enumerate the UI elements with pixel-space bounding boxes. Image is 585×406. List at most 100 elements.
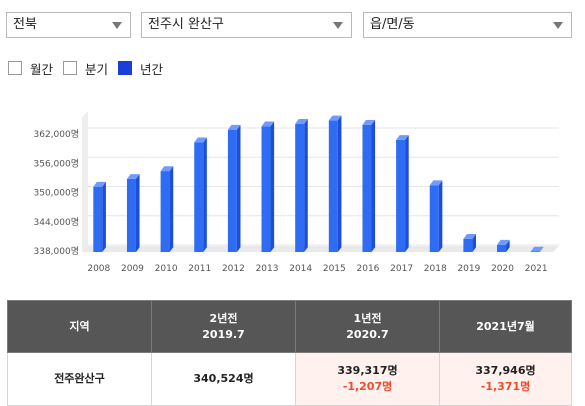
y-tick-label: 350,000명 xyxy=(34,188,80,199)
bar-front xyxy=(295,124,304,252)
table-row: 전주완산구 340,524명 339,317명 -1,207명 337,946명… xyxy=(8,353,572,406)
period-yearly-checkbox[interactable]: 년간 xyxy=(118,60,163,76)
bar-side xyxy=(102,182,106,252)
period-quarterly-label: 분기 xyxy=(85,59,108,78)
x-tick-label: 2008 xyxy=(87,264,110,274)
header-current-label: 2021년7월 xyxy=(441,319,570,335)
bar-2016 xyxy=(362,120,375,252)
chevron-down-icon xyxy=(333,22,343,29)
header-region: 지역 xyxy=(8,301,152,353)
cell-one-year: 339,317명 -1,207명 xyxy=(296,353,440,406)
cell-current: 337,946명 -1,371명 xyxy=(440,353,572,406)
bar-2013 xyxy=(262,121,275,252)
header-one-year-ago: 1년전 2020.7 xyxy=(296,301,440,353)
bar-side xyxy=(136,174,140,252)
cell-region: 전주완산구 xyxy=(8,353,152,406)
header-one-year-date: 2020.7 xyxy=(297,327,438,343)
y-tick-label: 338,000명 xyxy=(34,246,80,257)
header-one-year-label: 1년전 xyxy=(297,311,438,327)
bar-front xyxy=(329,120,338,252)
bar-front xyxy=(194,142,203,252)
chart-bars xyxy=(93,116,543,252)
bar-2009 xyxy=(127,174,140,252)
bar-2011 xyxy=(194,138,207,252)
period-quarterly-checkbox[interactable]: 분기 xyxy=(63,60,108,76)
population-comparison-table: 지역 2년전 2019.7 1년전 2020.7 2021년7월 전주완산구 3… xyxy=(7,300,572,406)
cell-current-change: -1,371명 xyxy=(441,379,570,395)
x-tick-label: 2015 xyxy=(323,264,346,274)
chevron-down-icon xyxy=(112,22,122,29)
cell-one-year-value: 339,317명 xyxy=(297,363,438,379)
bar-front xyxy=(396,140,405,252)
y-axis: 338,000명 344,000명 350,000명 356,000명 362,000명 xyxy=(34,129,80,257)
x-tick-label: 2021 xyxy=(525,264,548,274)
population-bar-chart: 338,000명 344,000명 350,000명 356,000명 362,000명… xyxy=(0,95,585,280)
bar-2019 xyxy=(463,234,476,252)
header-two-years-date: 2019.7 xyxy=(153,327,294,343)
dong-select[interactable]: 읍/면/동 xyxy=(363,12,572,38)
bar-side xyxy=(405,135,409,252)
chart-side-wall xyxy=(82,111,88,252)
bar-side xyxy=(439,180,443,252)
checkbox-checked-icon xyxy=(118,61,132,75)
bar-side xyxy=(203,138,207,252)
bar-2012 xyxy=(228,125,241,252)
bar-front xyxy=(430,185,439,252)
bar-side xyxy=(338,116,342,252)
x-tick-label: 2013 xyxy=(256,264,279,274)
x-tick-label: 2018 xyxy=(424,264,447,274)
bar-front xyxy=(362,125,371,252)
chevron-down-icon xyxy=(553,22,563,29)
bar-2018 xyxy=(430,180,443,252)
x-tick-label: 2009 xyxy=(121,264,144,274)
x-tick-label: 2012 xyxy=(222,264,245,274)
y-tick-label: 362,000명 xyxy=(34,129,80,140)
province-select[interactable]: 전북 xyxy=(6,12,131,38)
bar-side xyxy=(271,121,275,252)
period-yearly-label: 년간 xyxy=(140,59,163,78)
bar-front xyxy=(463,239,472,252)
dong-select-value: 읍/면/동 xyxy=(370,17,415,32)
x-axis: 2008 2009 2010 2011 2012 2013 2014 2015 2016 2017… xyxy=(87,264,547,274)
x-tick-label: 2014 xyxy=(289,264,312,274)
bar-2017 xyxy=(396,135,409,252)
period-monthly-checkbox[interactable]: 월간 xyxy=(8,60,53,76)
bar-side xyxy=(237,125,241,252)
cell-two-years-value: 340,524명 xyxy=(152,353,296,406)
header-region-label: 지역 xyxy=(9,319,150,335)
header-two-years-ago: 2년전 2019.7 xyxy=(152,301,296,353)
bar-side xyxy=(304,119,308,252)
checkbox-icon xyxy=(8,61,22,75)
bar-2015 xyxy=(329,116,342,252)
x-tick-label: 2016 xyxy=(357,264,380,274)
x-tick-label: 2010 xyxy=(155,264,178,274)
table-header-row: 지역 2년전 2019.7 1년전 2020.7 2021년7월 xyxy=(8,301,572,353)
city-select[interactable]: 전주시 완산구 xyxy=(141,12,352,38)
y-tick-label: 356,000명 xyxy=(34,158,80,169)
cell-one-year-change: -1,207명 xyxy=(297,379,438,395)
bar-2010 xyxy=(161,166,174,252)
bar-front xyxy=(127,179,136,252)
chart-grid xyxy=(82,111,559,252)
bar-side xyxy=(371,120,375,252)
bar-front xyxy=(228,130,237,252)
x-tick-label: 2020 xyxy=(491,264,514,274)
city-select-value: 전주시 완산구 xyxy=(148,17,224,32)
header-current: 2021년7월 xyxy=(440,301,572,353)
y-tick-label: 344,000명 xyxy=(34,217,80,228)
x-tick-label: 2019 xyxy=(457,264,480,274)
bar-side xyxy=(170,166,174,252)
bar-front xyxy=(262,126,271,252)
chart-floor xyxy=(82,246,559,252)
province-select-value: 전북 xyxy=(13,17,37,32)
bar-front xyxy=(161,171,170,252)
x-tick-label: 2011 xyxy=(188,264,211,274)
period-monthly-label: 월간 xyxy=(30,59,53,78)
bar-2008 xyxy=(93,182,106,252)
bar-front xyxy=(93,187,102,252)
header-two-years-label: 2년전 xyxy=(153,311,294,327)
bar-front xyxy=(497,245,506,252)
x-tick-label: 2017 xyxy=(390,264,413,274)
cell-current-value: 337,946명 xyxy=(441,363,570,379)
bar-2014 xyxy=(295,119,308,252)
